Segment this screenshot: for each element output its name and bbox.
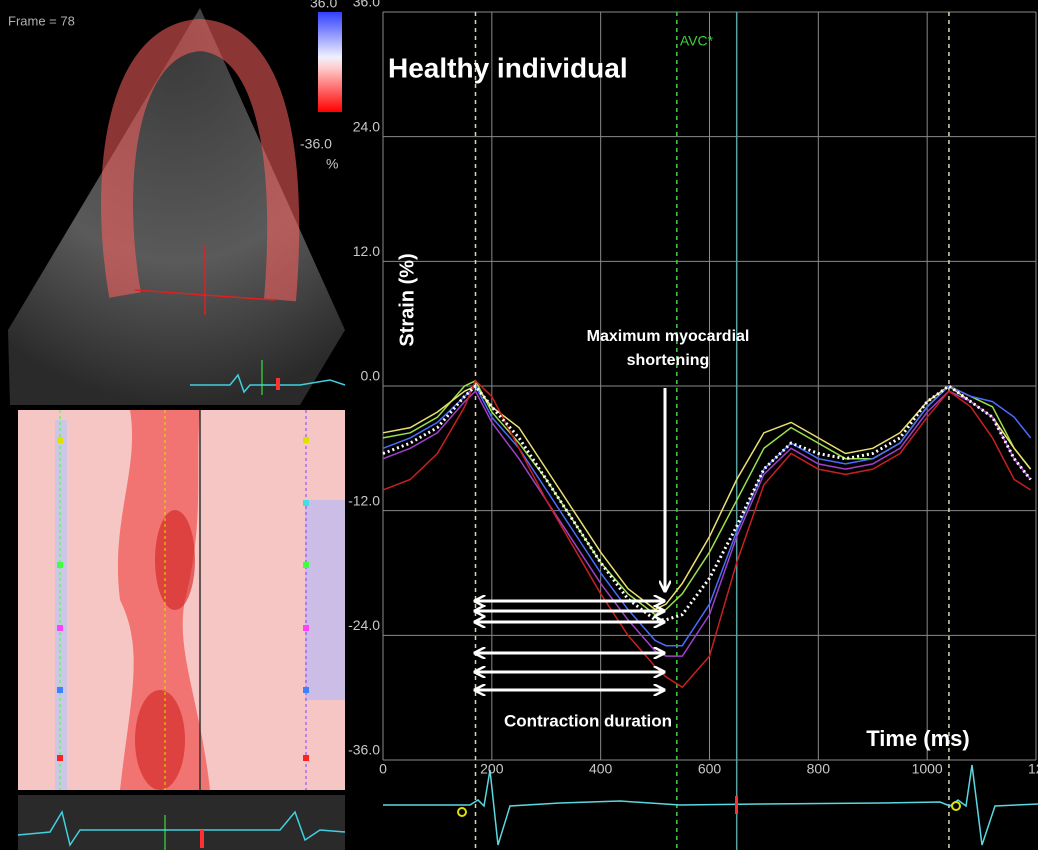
- annotation: Maximum myocardial: [587, 328, 750, 345]
- y-tick-label: -12.0: [348, 492, 380, 508]
- m-mode-panel: [18, 410, 345, 850]
- chart-title: Healthy individual: [388, 52, 628, 83]
- strain-curve: [383, 386, 1031, 620]
- strain-curve: [383, 386, 1031, 609]
- annotation: shortening: [627, 352, 710, 369]
- cursor-marker: [735, 796, 738, 814]
- x-tick-label: 200: [480, 761, 504, 777]
- y-tick-label: 12.0: [353, 243, 380, 259]
- strain-core: [155, 510, 195, 610]
- segment-dot: [303, 755, 309, 761]
- strain-curve: [383, 381, 1031, 688]
- y-tick-label: 36.0: [353, 0, 380, 10]
- y-axis-label: Strain (%): [396, 253, 418, 346]
- segment-dot: [303, 625, 309, 631]
- scale-unit: %: [326, 156, 338, 172]
- segment-dot: [303, 500, 309, 506]
- segment-dot: [57, 437, 63, 443]
- frame-label: Frame = 78: [8, 13, 75, 28]
- cursor-marker: [200, 830, 204, 848]
- y-tick-label: 24.0: [353, 118, 380, 134]
- segment-dot: [303, 437, 309, 443]
- y-tick-label: -36.0: [348, 742, 380, 758]
- x-tick-label: 12: [1028, 761, 1038, 777]
- event-label: AVC*: [680, 33, 714, 49]
- segment-dot: [303, 562, 309, 568]
- x-tick-label: 600: [698, 761, 722, 777]
- strain-core: [135, 690, 185, 790]
- y-tick-label: 0.0: [361, 368, 381, 384]
- bottom-strip: [18, 795, 345, 850]
- segment-dot: [57, 625, 63, 631]
- x-tick-label: 400: [589, 761, 613, 777]
- x-tick-label: 0: [379, 761, 387, 777]
- strain-curve: [383, 386, 1031, 646]
- scale-max: 36.0: [310, 0, 337, 11]
- strain-curve: [383, 391, 1031, 656]
- ecg-dot: [458, 808, 466, 816]
- segment-dot: [57, 687, 63, 693]
- segment-dot: [57, 562, 63, 568]
- strain-curve: [383, 381, 1031, 615]
- ecg-dot: [952, 802, 960, 810]
- x-tick-label: 800: [807, 761, 831, 777]
- segment-dot: [57, 755, 63, 761]
- cursor-marker: [276, 378, 280, 390]
- color-scale: [318, 12, 342, 112]
- blue-region: [305, 500, 345, 700]
- y-tick-label: -24.0: [348, 617, 380, 633]
- annotation: Contraction duration: [504, 711, 672, 730]
- contraction-arrows: [476, 601, 663, 690]
- strain-curves: [383, 381, 1031, 688]
- blue-region: [55, 420, 67, 790]
- echo-panel: [8, 8, 345, 405]
- x-tick-label: 1000: [912, 761, 943, 777]
- x-axis-label: Time (ms): [866, 726, 970, 751]
- ecg-trace: [383, 765, 1038, 845]
- screen: Frame = 78 36.0 -36.0 %: [0, 0, 1038, 850]
- segment-dot: [303, 687, 309, 693]
- scale-min: -36.0: [300, 136, 332, 152]
